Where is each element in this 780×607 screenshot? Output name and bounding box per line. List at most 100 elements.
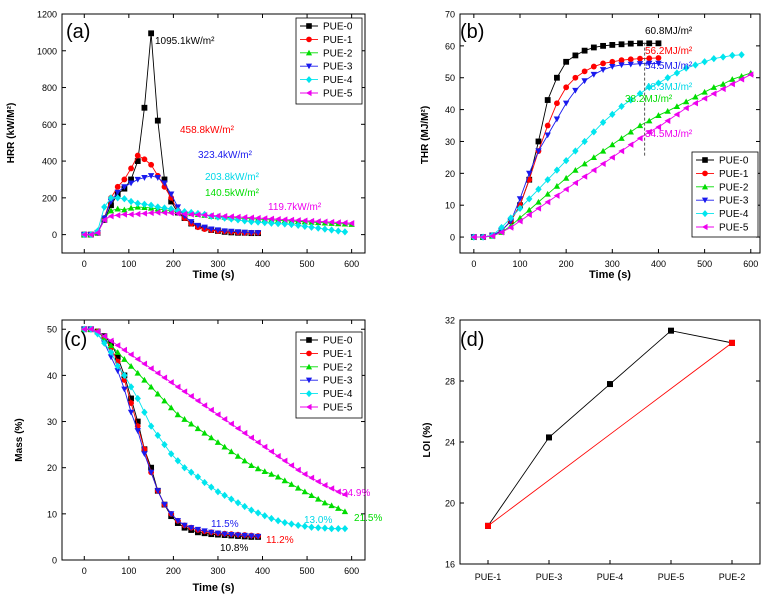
x-tick-label: 500 (300, 259, 315, 269)
x-tick-label: 400 (255, 259, 270, 269)
data-point (590, 166, 597, 174)
data-point (114, 183, 121, 190)
data-point (294, 221, 302, 230)
data-point (315, 224, 322, 232)
y-tick-label: 24 (445, 438, 455, 448)
data-point (572, 87, 579, 94)
data-point (127, 409, 135, 416)
data-point (701, 58, 708, 66)
data-point (328, 524, 335, 533)
data-point (141, 451, 148, 458)
series-line (473, 42, 659, 238)
data-point (167, 450, 175, 458)
data-point (127, 362, 135, 369)
data-point (609, 63, 616, 70)
data-point (328, 226, 335, 234)
series-pue-5 (470, 71, 754, 241)
data-point (128, 165, 134, 172)
data-point (618, 57, 625, 64)
data-point (154, 488, 161, 494)
legend-label: PUE-3 (719, 196, 749, 207)
legend-label: PUE-1 (719, 169, 749, 180)
series-pue-5 (81, 326, 348, 498)
data-point (127, 197, 135, 206)
y-tick-label: 1200 (37, 10, 57, 20)
data-point (114, 368, 121, 374)
data-point (581, 47, 588, 54)
data-point (335, 488, 341, 495)
data-point (167, 404, 175, 411)
legend-item: PUE-5 (696, 223, 749, 234)
data-point (261, 468, 268, 474)
data-point (121, 211, 127, 218)
data-point (81, 326, 87, 333)
chart-panel-a: 0 200 400 600 800 1000 1200 0 100 200 300 400 500 600… (6, 10, 366, 281)
data-point (154, 369, 161, 377)
data-point (281, 477, 288, 484)
data-point (274, 215, 281, 223)
data-point (161, 180, 168, 187)
data-point (107, 207, 115, 214)
data-point (107, 194, 115, 202)
legend-label: PUE-1 (323, 349, 353, 360)
data-point (194, 222, 202, 229)
data-point (572, 52, 579, 59)
x-tick-label: 200 (166, 259, 181, 269)
data-point (692, 61, 699, 69)
data-point (489, 232, 495, 240)
data-point (308, 223, 315, 231)
data-point (646, 83, 653, 91)
y-axis-label: THR (MJ/M²) (420, 106, 431, 164)
data-point (609, 141, 616, 148)
data-point (590, 71, 598, 78)
series-line (84, 197, 346, 236)
data-point (121, 356, 128, 362)
data-point (562, 174, 570, 181)
data-point (167, 511, 175, 518)
x-tick-label: 300 (210, 566, 225, 576)
data-point (141, 408, 148, 416)
data-point (114, 212, 121, 219)
data-point (121, 195, 128, 203)
data-point (535, 198, 542, 205)
data-point (321, 218, 328, 225)
data-point (147, 201, 155, 209)
data-point (516, 196, 524, 203)
data-point (274, 517, 282, 525)
data-point (627, 40, 634, 47)
chart-panel-d: 16 20 24 28 32 PUE-1 PUE-3 PUE-4 PUE-5 PUE-2 LOI (… (422, 316, 761, 582)
data-point (341, 524, 349, 533)
data-point (208, 434, 215, 441)
legend-item: PUE-2 (300, 48, 353, 59)
value-annotation: 56.2MJ/m² (645, 46, 693, 57)
data-point (201, 429, 208, 436)
data-point (168, 198, 175, 205)
data-point (563, 58, 570, 65)
data-point (618, 41, 625, 48)
data-point (507, 224, 514, 231)
y-tick-label: 200 (42, 193, 57, 203)
data-point (188, 392, 194, 400)
data-point (234, 532, 242, 539)
data-point (121, 176, 128, 183)
data-point (154, 209, 161, 216)
data-point (254, 230, 262, 236)
data-point (201, 528, 208, 535)
data-point (107, 342, 115, 348)
data-point (248, 434, 254, 441)
data-point (553, 192, 560, 199)
data-point (572, 179, 578, 187)
data-point (214, 439, 222, 445)
data-point (141, 156, 148, 163)
data-point (274, 473, 282, 480)
data-point (254, 509, 262, 517)
data-point (572, 147, 579, 155)
data-point (174, 411, 182, 418)
panel-label: (a) (66, 21, 90, 43)
y-tick-label: 16 (445, 560, 455, 570)
x-tick-label: 500 (697, 259, 712, 269)
data-point (637, 40, 643, 47)
data-point (301, 217, 308, 224)
series-line (84, 328, 346, 512)
